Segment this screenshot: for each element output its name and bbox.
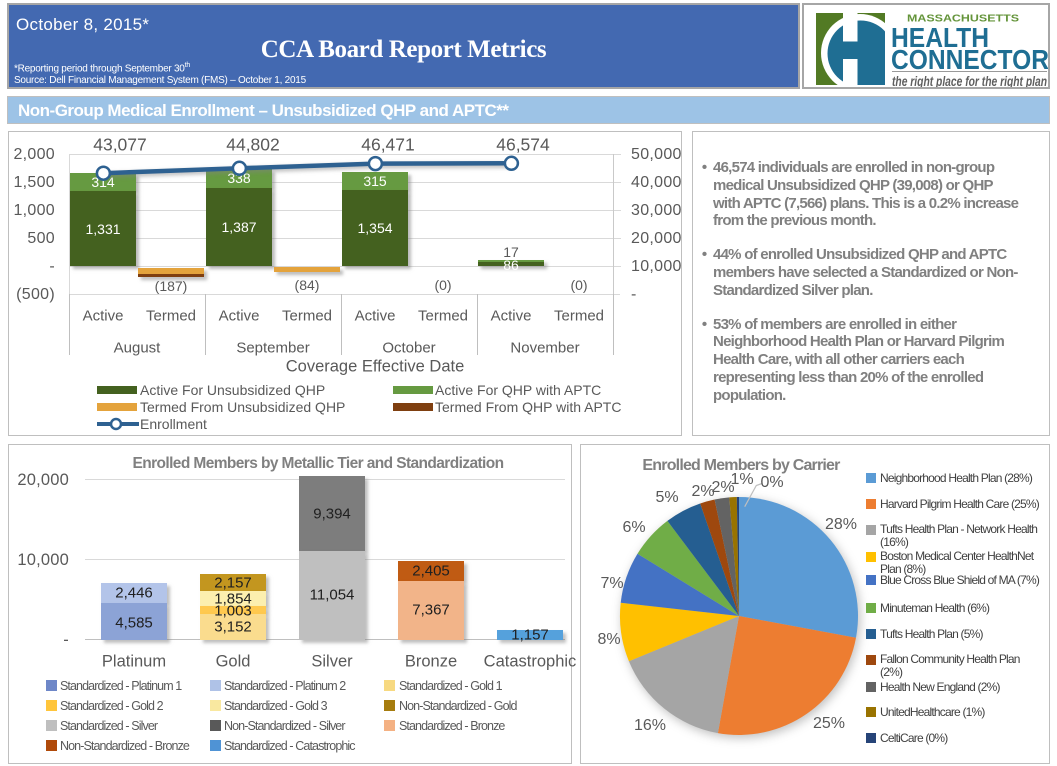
svg-text:HEALTH: HEALTH <box>891 22 989 53</box>
svg-text:CONNECTOR: CONNECTOR <box>891 44 1048 75</box>
svg-text:the right place for the right: the right place for the right plan <box>892 74 1047 87</box>
svg-text:MASSACHUSETTS: MASSACHUSETTS <box>907 14 1019 25</box>
